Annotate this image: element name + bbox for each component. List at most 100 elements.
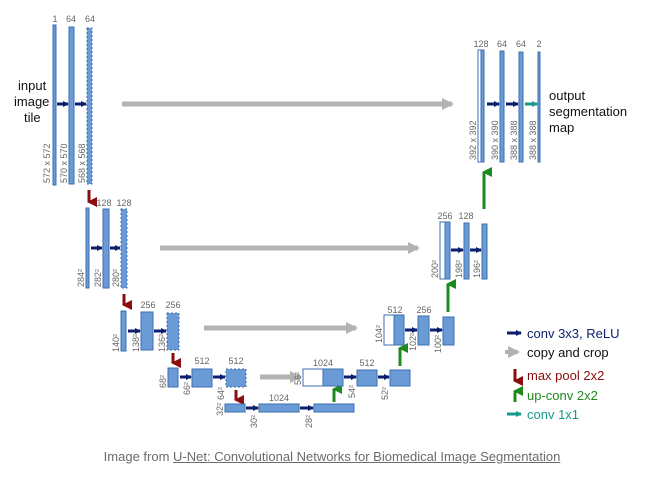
output-label: segmentation xyxy=(549,104,627,119)
enc4-feature-map-a xyxy=(191,368,213,388)
output-label: map xyxy=(549,120,574,135)
legend-conv-label: conv 3x3, ReLU xyxy=(527,326,620,341)
dec2-upsampled-map xyxy=(444,221,451,280)
size-label: 390 x 390 xyxy=(490,120,500,160)
unet-architecture-diagram: 1 64 64 572 x 572 570 x 570 568 x 568 in… xyxy=(14,14,627,428)
channel-label: 64 xyxy=(516,39,526,49)
channel-label: 256 xyxy=(437,211,452,221)
size-label: 388 x 388 xyxy=(509,120,519,160)
dec3-copied-map xyxy=(383,314,395,346)
input-label: tile xyxy=(24,110,41,125)
encoder-level-4: 512 512 68² 66² 64² xyxy=(158,356,247,405)
dec1-feature-map-a xyxy=(499,50,505,163)
size-label: 30² xyxy=(249,415,259,428)
size-label: 392 x 392 xyxy=(468,120,478,160)
input-tile-block xyxy=(52,24,57,186)
channel-label: 256 xyxy=(140,300,155,310)
size-label: 56² xyxy=(293,372,303,385)
size-label: 68² xyxy=(158,375,168,388)
channel-label: 2 xyxy=(536,39,541,49)
legend-copy-label: copy and crop xyxy=(527,345,609,360)
dec4-upsampled-map xyxy=(322,368,344,387)
size-label: 198² xyxy=(454,260,464,278)
input-label: input xyxy=(18,78,47,93)
size-label: 52² xyxy=(380,387,390,400)
decoder-level-4: 1024 512 56² 54² 52² xyxy=(293,343,411,400)
enc1-feature-map-b xyxy=(86,27,93,185)
channel-label: 1 xyxy=(52,14,57,24)
enc3-feature-map-a xyxy=(140,311,154,351)
copy-crop-arrows xyxy=(122,98,454,383)
size-label: 136² xyxy=(157,334,167,352)
legend-pool-label: max pool 2x2 xyxy=(527,368,604,383)
paper-link[interactable]: U-Net: Convolutional Networks for Biomed… xyxy=(173,449,561,464)
dec2-copied-map xyxy=(439,221,446,280)
enc4-input-block xyxy=(167,367,179,388)
channel-label: 256 xyxy=(416,305,431,315)
encoder-level-2: 128 128 284² 282² 280² xyxy=(76,198,132,310)
size-label: 284² xyxy=(76,269,86,287)
decoder-level-1: 128 64 64 2 392 x 392 390 x 390 388 x 38… xyxy=(468,39,627,163)
channel-label: 64 xyxy=(497,39,507,49)
channel-label: 128 xyxy=(96,198,111,208)
image-caption: Image from U-Net: Convolutional Networks… xyxy=(0,449,664,464)
bottleneck: 1024 32² 30² 28² xyxy=(215,384,355,428)
size-label: 32² xyxy=(215,403,225,416)
output-segmentation-block xyxy=(537,51,541,163)
bottom-feature-map-a xyxy=(258,403,300,413)
channel-label: 512 xyxy=(387,305,402,315)
size-label: 570 x 570 xyxy=(59,143,69,183)
channel-label: 512 xyxy=(228,356,243,366)
caption-prefix: Image from xyxy=(103,449,174,464)
channel-label: 128 xyxy=(116,198,131,208)
dec3-feature-map-a xyxy=(417,315,430,346)
channel-label: 128 xyxy=(473,39,488,49)
decoder-level-2: 256 128 200² 198² 196² xyxy=(430,167,492,280)
size-label: 140² xyxy=(111,334,121,352)
channel-label: 512 xyxy=(194,356,209,366)
channel-label: 64 xyxy=(66,14,76,24)
size-label: 104² xyxy=(374,325,384,343)
channel-label: 128 xyxy=(458,211,473,221)
output-label: output xyxy=(549,88,586,103)
size-label: 102² xyxy=(408,333,418,351)
size-label: 54² xyxy=(347,385,357,398)
channel-label: 512 xyxy=(359,358,374,368)
legend: conv 3x3, ReLU copy and crop max pool 2x… xyxy=(505,326,620,422)
bottom-input-block xyxy=(224,403,246,413)
enc3-input-block xyxy=(120,310,127,352)
enc4-feature-map-b xyxy=(225,368,247,388)
dec4-feature-map-b xyxy=(389,369,411,387)
size-label: 280² xyxy=(111,269,121,287)
dec2-feature-map-a xyxy=(463,222,470,280)
dec3-feature-map-b xyxy=(442,316,455,346)
enc3-feature-map-b xyxy=(166,312,180,351)
dec4-copied-map xyxy=(302,368,324,387)
size-label: 572 x 572 xyxy=(42,143,52,183)
input-label: image xyxy=(14,94,49,109)
decoder-level-3: 512 256 104² 102² 100² xyxy=(374,279,456,353)
dec2-feature-map-b xyxy=(481,223,488,280)
size-label: 200² xyxy=(430,260,440,278)
size-label: 28² xyxy=(304,415,314,428)
dec1-upsampled-map xyxy=(480,49,485,163)
legend-conv1x1-label: conv 1x1 xyxy=(527,407,579,422)
channel-label: 256 xyxy=(165,300,180,310)
size-label: 64² xyxy=(216,387,226,400)
enc2-input-block xyxy=(85,207,90,289)
legend-upconv-label: up-conv 2x2 xyxy=(527,388,598,403)
dec4-feature-map-a xyxy=(356,369,378,387)
size-label: 100² xyxy=(433,335,443,353)
bottom-feature-map-b xyxy=(313,403,355,413)
channel-label: 1024 xyxy=(313,358,333,368)
dec3-upsampled-map xyxy=(393,314,405,346)
enc1-feature-map-a xyxy=(68,26,75,185)
channel-label: 64 xyxy=(85,14,95,24)
size-label: 66² xyxy=(182,382,192,395)
size-label: 282² xyxy=(93,269,103,287)
size-label: 138² xyxy=(131,334,141,352)
dec1-feature-map-b xyxy=(518,51,524,163)
size-label: 388 x 388 xyxy=(528,120,538,160)
encoder-level-3: 256 256 140² 138² 136² xyxy=(111,300,181,368)
channel-label: 1024 xyxy=(269,393,289,403)
